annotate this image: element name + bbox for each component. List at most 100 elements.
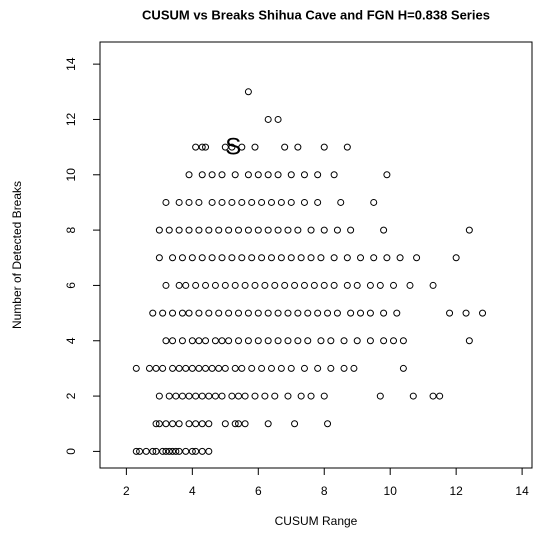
annotation: S <box>225 133 241 160</box>
point <box>208 364 216 372</box>
point <box>264 171 272 179</box>
point <box>221 364 229 372</box>
point <box>274 309 282 317</box>
point <box>465 337 473 345</box>
point <box>169 337 177 345</box>
point <box>264 420 272 428</box>
point <box>155 254 163 262</box>
point <box>248 198 256 206</box>
point <box>241 392 249 400</box>
point <box>182 447 190 455</box>
point <box>172 392 180 400</box>
point <box>162 281 170 289</box>
point <box>274 171 282 179</box>
point <box>287 198 295 206</box>
point <box>317 254 325 262</box>
point <box>261 281 269 289</box>
point <box>462 309 470 317</box>
point <box>376 392 384 400</box>
point <box>350 364 358 372</box>
point <box>347 226 355 234</box>
point <box>205 226 213 234</box>
point <box>340 337 348 345</box>
point <box>254 337 262 345</box>
point <box>152 447 160 455</box>
point <box>155 226 163 234</box>
point <box>192 392 200 400</box>
point <box>169 364 177 372</box>
y-tick-label: 10 <box>64 168 78 182</box>
point <box>267 364 275 372</box>
point <box>264 337 272 345</box>
point <box>281 281 289 289</box>
point <box>202 281 210 289</box>
point <box>178 392 186 400</box>
point <box>145 364 153 372</box>
point <box>343 254 351 262</box>
point <box>165 226 173 234</box>
point <box>248 254 256 262</box>
point <box>241 420 249 428</box>
point <box>225 337 233 345</box>
point <box>211 281 219 289</box>
point <box>208 254 216 262</box>
point <box>291 281 299 289</box>
point <box>465 226 473 234</box>
point <box>297 254 305 262</box>
point <box>198 171 206 179</box>
point <box>235 392 243 400</box>
point <box>238 198 246 206</box>
point <box>175 281 183 289</box>
point <box>353 337 361 345</box>
point <box>192 447 200 455</box>
point <box>264 115 272 123</box>
point <box>159 309 167 317</box>
point <box>380 337 388 345</box>
point <box>155 392 163 400</box>
point <box>244 88 252 96</box>
point <box>175 226 183 234</box>
point <box>281 143 289 151</box>
point <box>314 364 322 372</box>
point <box>251 281 259 289</box>
point <box>389 337 397 345</box>
point <box>244 337 252 345</box>
point <box>300 198 308 206</box>
point <box>132 364 140 372</box>
point <box>330 281 338 289</box>
point <box>231 281 239 289</box>
point <box>218 337 226 345</box>
y-tick-label: 14 <box>64 57 78 71</box>
point <box>231 364 239 372</box>
point <box>211 392 219 400</box>
point <box>277 364 285 372</box>
point <box>320 281 328 289</box>
point <box>294 309 302 317</box>
point <box>218 171 226 179</box>
point <box>294 337 302 345</box>
point <box>254 309 262 317</box>
point <box>307 226 315 234</box>
point <box>274 337 282 345</box>
point <box>152 420 160 428</box>
point <box>202 337 210 345</box>
point <box>267 198 275 206</box>
point <box>287 364 295 372</box>
point <box>185 171 193 179</box>
point <box>389 281 397 289</box>
x-tick-label: 10 <box>384 484 398 498</box>
x-tick-label: 6 <box>255 484 262 498</box>
point <box>287 254 295 262</box>
point <box>399 337 407 345</box>
point <box>218 254 226 262</box>
point <box>254 226 262 234</box>
point <box>291 420 299 428</box>
point <box>304 309 312 317</box>
point <box>182 364 190 372</box>
point <box>413 254 421 262</box>
point <box>307 392 315 400</box>
point <box>188 447 196 455</box>
point <box>185 198 193 206</box>
point <box>251 143 259 151</box>
point <box>429 281 437 289</box>
